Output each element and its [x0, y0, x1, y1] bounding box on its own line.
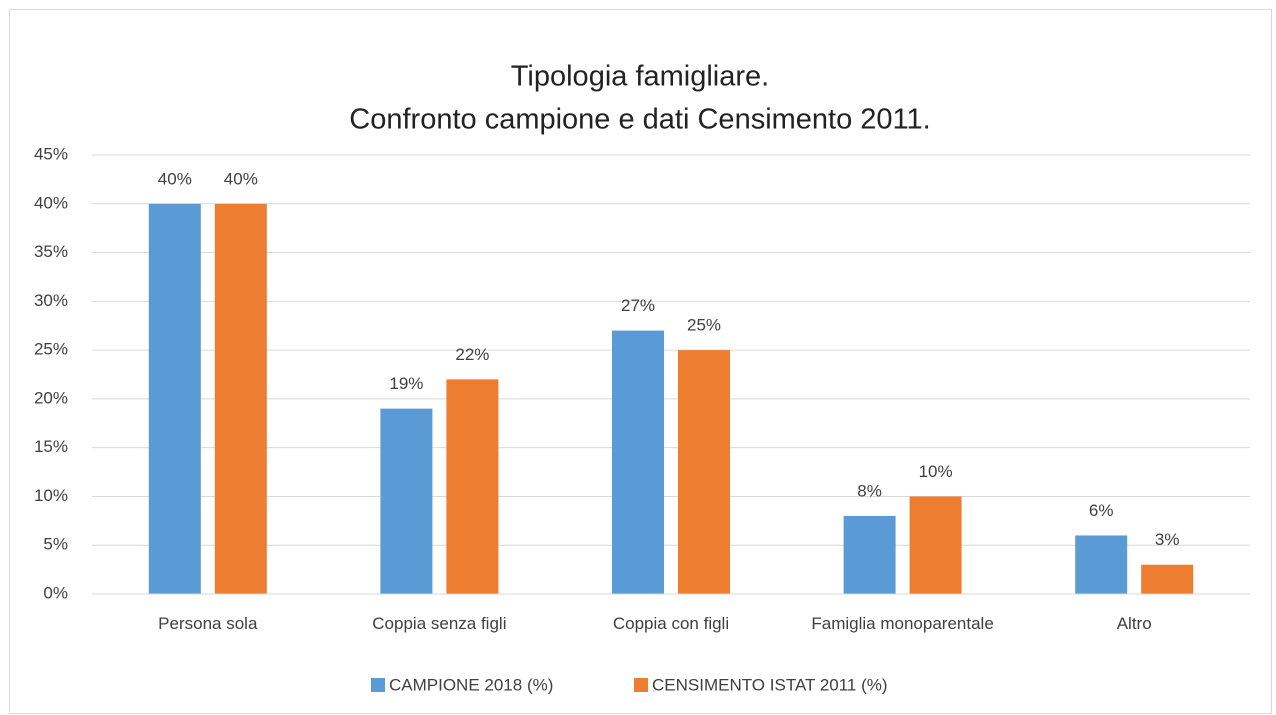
bar — [214, 203, 267, 594]
bar — [843, 515, 896, 594]
bar — [380, 408, 433, 594]
legend-label: CENSIMENTO ISTAT 2011 (%) — [652, 675, 888, 694]
x-tick-label: Altro — [1116, 614, 1152, 633]
y-tick-label: 25% — [34, 340, 68, 359]
data-label: 19% — [389, 374, 423, 393]
chart-subtitle: Confronto campione e dati Censimento 201… — [349, 104, 930, 136]
y-tick-label: 15% — [34, 437, 68, 456]
legend-swatch — [371, 678, 385, 692]
data-label: 3% — [1155, 530, 1180, 549]
data-label: 8% — [857, 481, 882, 500]
data-label: 10% — [919, 462, 953, 481]
legend-label: CAMPIONE 2018 (%) — [389, 675, 553, 694]
bar — [909, 496, 962, 594]
data-label: 22% — [455, 345, 489, 364]
bar — [446, 379, 499, 594]
chart-title: Tipologia famigliare. — [511, 61, 769, 93]
x-tick-label: Famiglia monoparentale — [811, 614, 994, 633]
y-tick-label: 20% — [34, 388, 68, 407]
y-tick-label: 5% — [43, 535, 68, 554]
data-label: 25% — [687, 316, 721, 335]
y-tick-label: 35% — [34, 242, 68, 261]
y-tick-label: 10% — [34, 486, 68, 505]
y-tick-label: 45% — [34, 144, 68, 163]
bar — [148, 203, 201, 594]
legend-swatch — [634, 678, 648, 692]
y-tick-label: 0% — [43, 583, 68, 602]
bar — [1141, 564, 1194, 594]
bar — [1075, 535, 1128, 594]
y-tick-label: 40% — [34, 193, 68, 212]
x-tick-label: Coppia con figli — [612, 614, 730, 633]
x-tick-label: Persona sola — [158, 614, 258, 633]
data-label: 6% — [1089, 501, 1114, 520]
data-label: 40% — [224, 169, 258, 188]
bar — [678, 350, 730, 594]
data-label: 40% — [158, 169, 192, 188]
bar — [612, 330, 664, 594]
y-tick-label: 30% — [34, 291, 68, 310]
data-label: 27% — [621, 296, 655, 315]
x-tick-label: Coppia senza figli — [372, 614, 507, 633]
